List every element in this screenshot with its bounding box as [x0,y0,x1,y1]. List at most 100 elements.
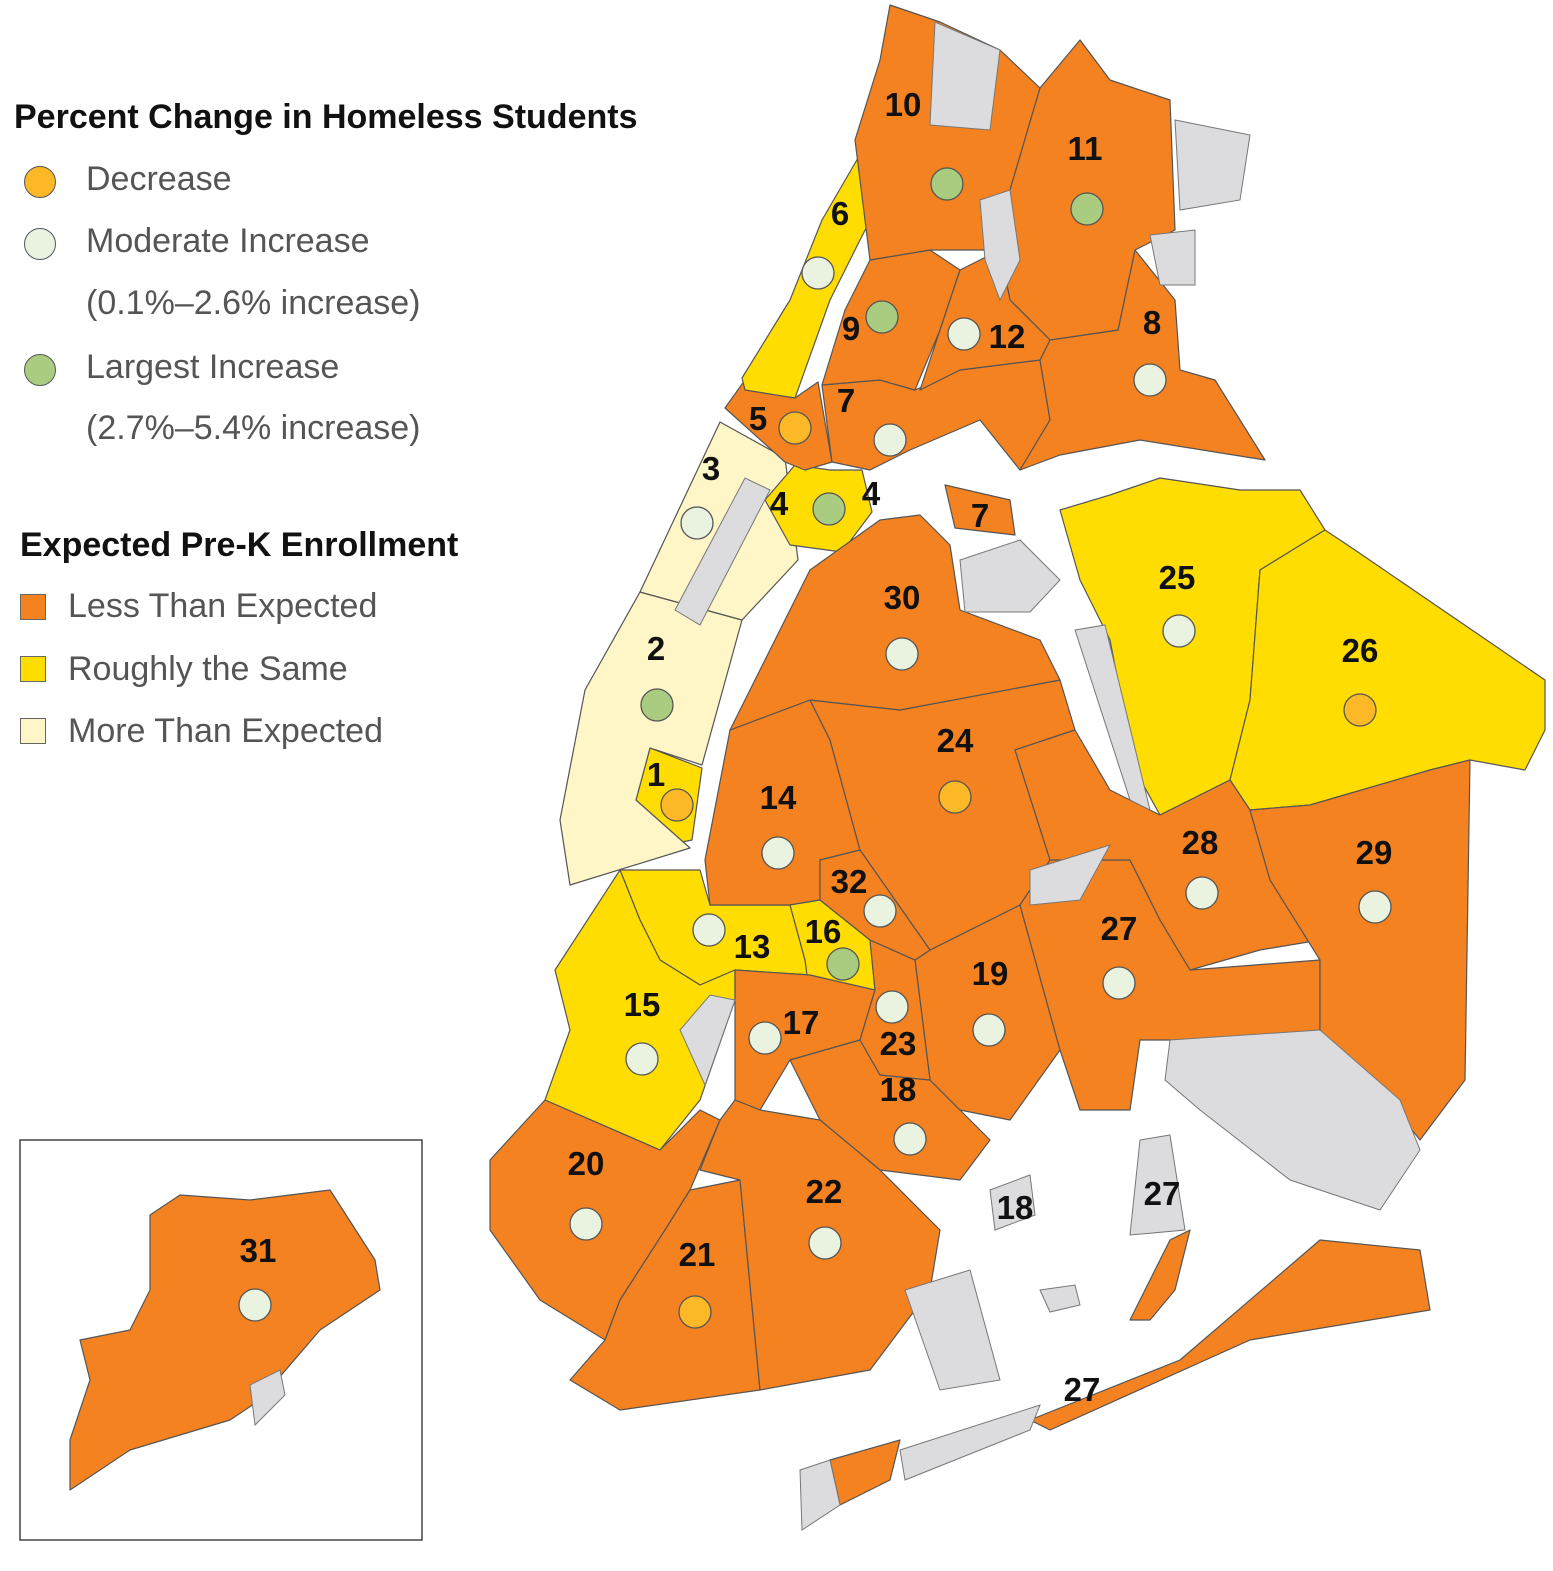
park-area [1164,1029,1421,1211]
district-27-label: 27 [1144,1175,1181,1212]
district-31-area [69,1189,381,1491]
district-27-marker [1102,966,1136,1000]
park-area [679,994,736,1087]
legend-largest-swatch [24,354,56,386]
district-11-label: 11 [1068,130,1103,167]
district-2-label: 2 [647,630,665,667]
district-2-marker [640,688,674,722]
district-4-label: 4 [862,475,881,512]
legend-same-label: Roughly the Same [68,650,348,688]
district-30-label: 30 [884,579,921,616]
district-22-marker [808,1226,842,1260]
district-18-label: 18 [880,1071,917,1108]
park-area [899,1404,1041,1481]
legend-homeless-title: Percent Change in Homeless Students [14,98,638,136]
legend-prek-title: Expected Pre-K Enrollment [20,526,459,564]
legend-largest-range: (2.7%–5.4% increase) [86,409,421,447]
district-5-marker [778,411,812,445]
park-area [1174,119,1251,211]
district-6-marker [801,256,835,290]
park-area [799,1459,841,1531]
district-7-marker [873,423,907,457]
district-10-label: 10 [885,86,922,123]
district-6-label: 6 [831,195,849,232]
district-8-marker [1133,363,1167,397]
district-7-label: 7 [971,497,989,534]
district-11-marker [1070,192,1104,226]
legend-less-label: Less Than Expected [68,587,378,625]
park-area [1129,1134,1186,1236]
district-16-marker [826,947,860,981]
district-28-marker [1185,876,1219,910]
district-23-label: 23 [880,1025,917,1062]
district-1-marker [660,788,694,822]
district-20-marker [569,1207,603,1241]
district-12-marker [947,317,981,351]
district-3-marker [680,506,714,540]
district-18-label: 18 [997,1189,1034,1226]
district-12-label: 12 [989,318,1026,355]
district-13-label: 13 [734,928,771,965]
park-area [904,1269,1001,1391]
district-25-marker [1162,614,1196,648]
district-32-marker [863,894,897,928]
district-13-marker [692,913,726,947]
legend-less-swatch [20,594,46,620]
district-25-label: 25 [1159,559,1196,596]
district-8-label: 8 [1143,304,1161,341]
district-22-label: 22 [806,1173,843,1210]
district-31-marker [238,1288,272,1322]
district-10-marker [930,167,964,201]
district-27-area [829,1439,901,1506]
district-32-label: 32 [831,863,868,900]
legend-largest-label: Largest Increase [86,348,340,386]
district-5-label: 5 [749,400,767,437]
district-29-label: 29 [1356,834,1393,871]
district-23-marker [875,990,909,1024]
district-27-area [1129,1229,1191,1321]
district-7-label: 7 [837,382,855,419]
district-29-marker [1358,890,1392,924]
legend-more-swatch [20,718,46,744]
legend-moderate-range: (0.1%–2.6% increase) [86,284,421,322]
district-3-label: 3 [702,450,720,487]
district-14-label: 14 [760,779,797,816]
district-18-marker [893,1122,927,1156]
district-27-label: 27 [1064,1371,1101,1408]
legend-moderate-swatch [24,228,56,260]
district-24-marker [938,780,972,814]
park-area [959,539,1061,613]
district-4-marker [812,492,846,526]
district-27-label: 27 [1101,910,1138,947]
park-area [1149,229,1196,286]
district-17-label: 17 [783,1004,820,1041]
parks-and-airports [249,21,1421,1531]
district-26-marker [1343,693,1377,727]
park-area [979,189,1021,302]
legend-more-label: More Than Expected [68,712,383,750]
district-2-area [559,591,743,886]
park-area [929,21,1001,131]
park-area [1029,844,1112,906]
district-27-area [1029,1239,1431,1431]
district-15-marker [625,1042,659,1076]
homeless-change-markers [238,167,1392,1329]
district-19-label: 19 [972,955,1009,992]
district-7-area [944,484,1016,536]
district-21-label: 21 [679,1236,716,1273]
park-area [1074,624,1151,811]
staten-island-inset-frame [19,1139,423,1541]
district-14-marker [761,836,795,870]
park-area [1039,1284,1081,1313]
district-4-label: 4 [770,485,789,522]
park-area [249,1369,286,1427]
district-26-label: 26 [1342,632,1379,669]
district-29-area [1249,759,1471,1141]
district-15-label: 15 [624,986,661,1023]
district-30-area [729,514,1061,731]
park-area [674,477,771,626]
district-9-label: 9 [842,310,860,347]
district-24-label: 24 [937,722,974,759]
